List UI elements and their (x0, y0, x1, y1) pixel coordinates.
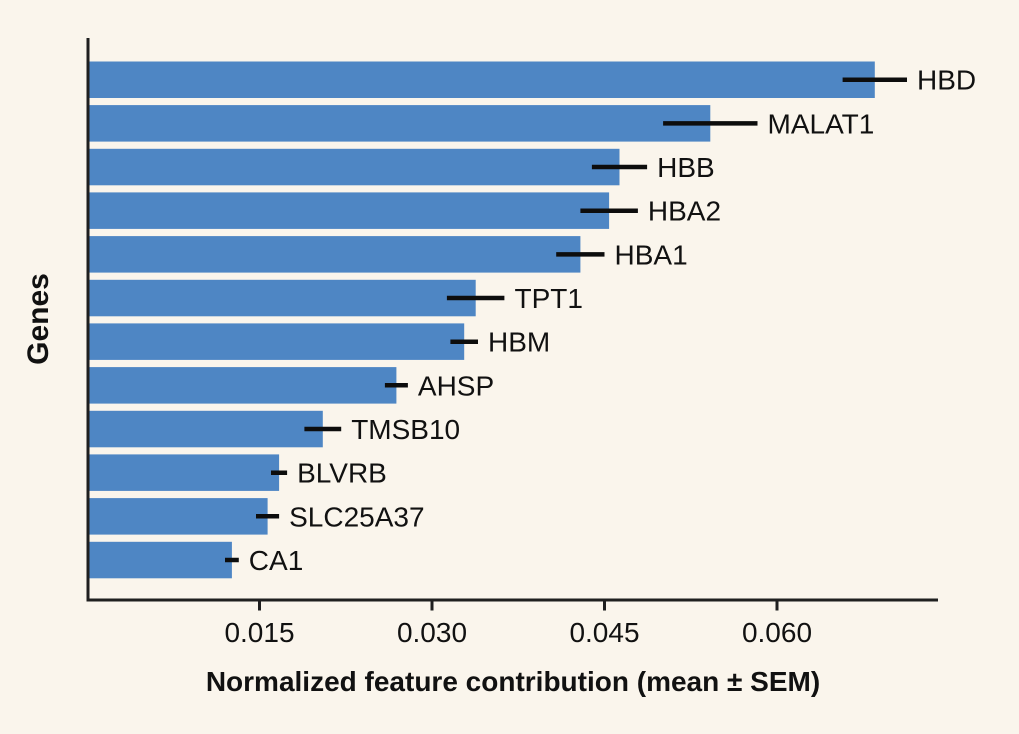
bar-label-ahsp: AHSP (418, 370, 494, 401)
bar-hba1 (87, 236, 581, 273)
error-bars-group (225, 77, 907, 563)
bar-hbm (87, 323, 465, 360)
bar-hbb (87, 148, 620, 186)
x-tick-label: 0.060 (742, 617, 812, 648)
bar-hbd (87, 61, 875, 98)
bar-label-hba2: HBA2 (648, 196, 721, 227)
bar-malat1 (87, 105, 711, 142)
bar-label-slc25a37: SLC25A37 (289, 501, 424, 532)
bar-label-hbm: HBM (488, 327, 550, 358)
bar-labels-group: HBD MALAT1 HBB HBA2 HBA1 TPT1 HBM AHSP TMSB10 BLV… (249, 65, 976, 576)
bar-label-tmsb10: TMSB10 (351, 414, 460, 445)
bar-label-hbd: HBD (917, 65, 976, 96)
bar-label-hbb: HBB (657, 152, 715, 183)
bar-hba2 (87, 192, 610, 229)
x-axis-ticks-group: 0.015 0.030 0.045 0.060 (224, 600, 812, 648)
bar-slc25a37 (87, 498, 268, 535)
bar-label-blvrb: BLVRB (297, 458, 387, 489)
x-tick-label: 0.045 (569, 617, 639, 648)
bar-tmsb10 (87, 410, 323, 448)
x-axis-label: Normalized feature contribution (mean ± … (206, 666, 820, 697)
bar-blvrb (87, 454, 280, 491)
bar-label-ca1: CA1 (249, 545, 303, 576)
y-axis-label: Genes (22, 273, 55, 365)
bar-ahsp (87, 367, 397, 404)
bar-ca1 (87, 541, 232, 579)
bar-label-malat1: MALAT1 (768, 108, 875, 139)
x-tick-label: 0.030 (397, 617, 467, 648)
bar-label-hba1: HBA1 (615, 239, 688, 270)
x-tick-label: 0.015 (224, 617, 294, 648)
bars-group (87, 61, 875, 579)
bar-tpt1 (87, 279, 476, 317)
bar-label-tpt1: TPT1 (515, 283, 583, 314)
